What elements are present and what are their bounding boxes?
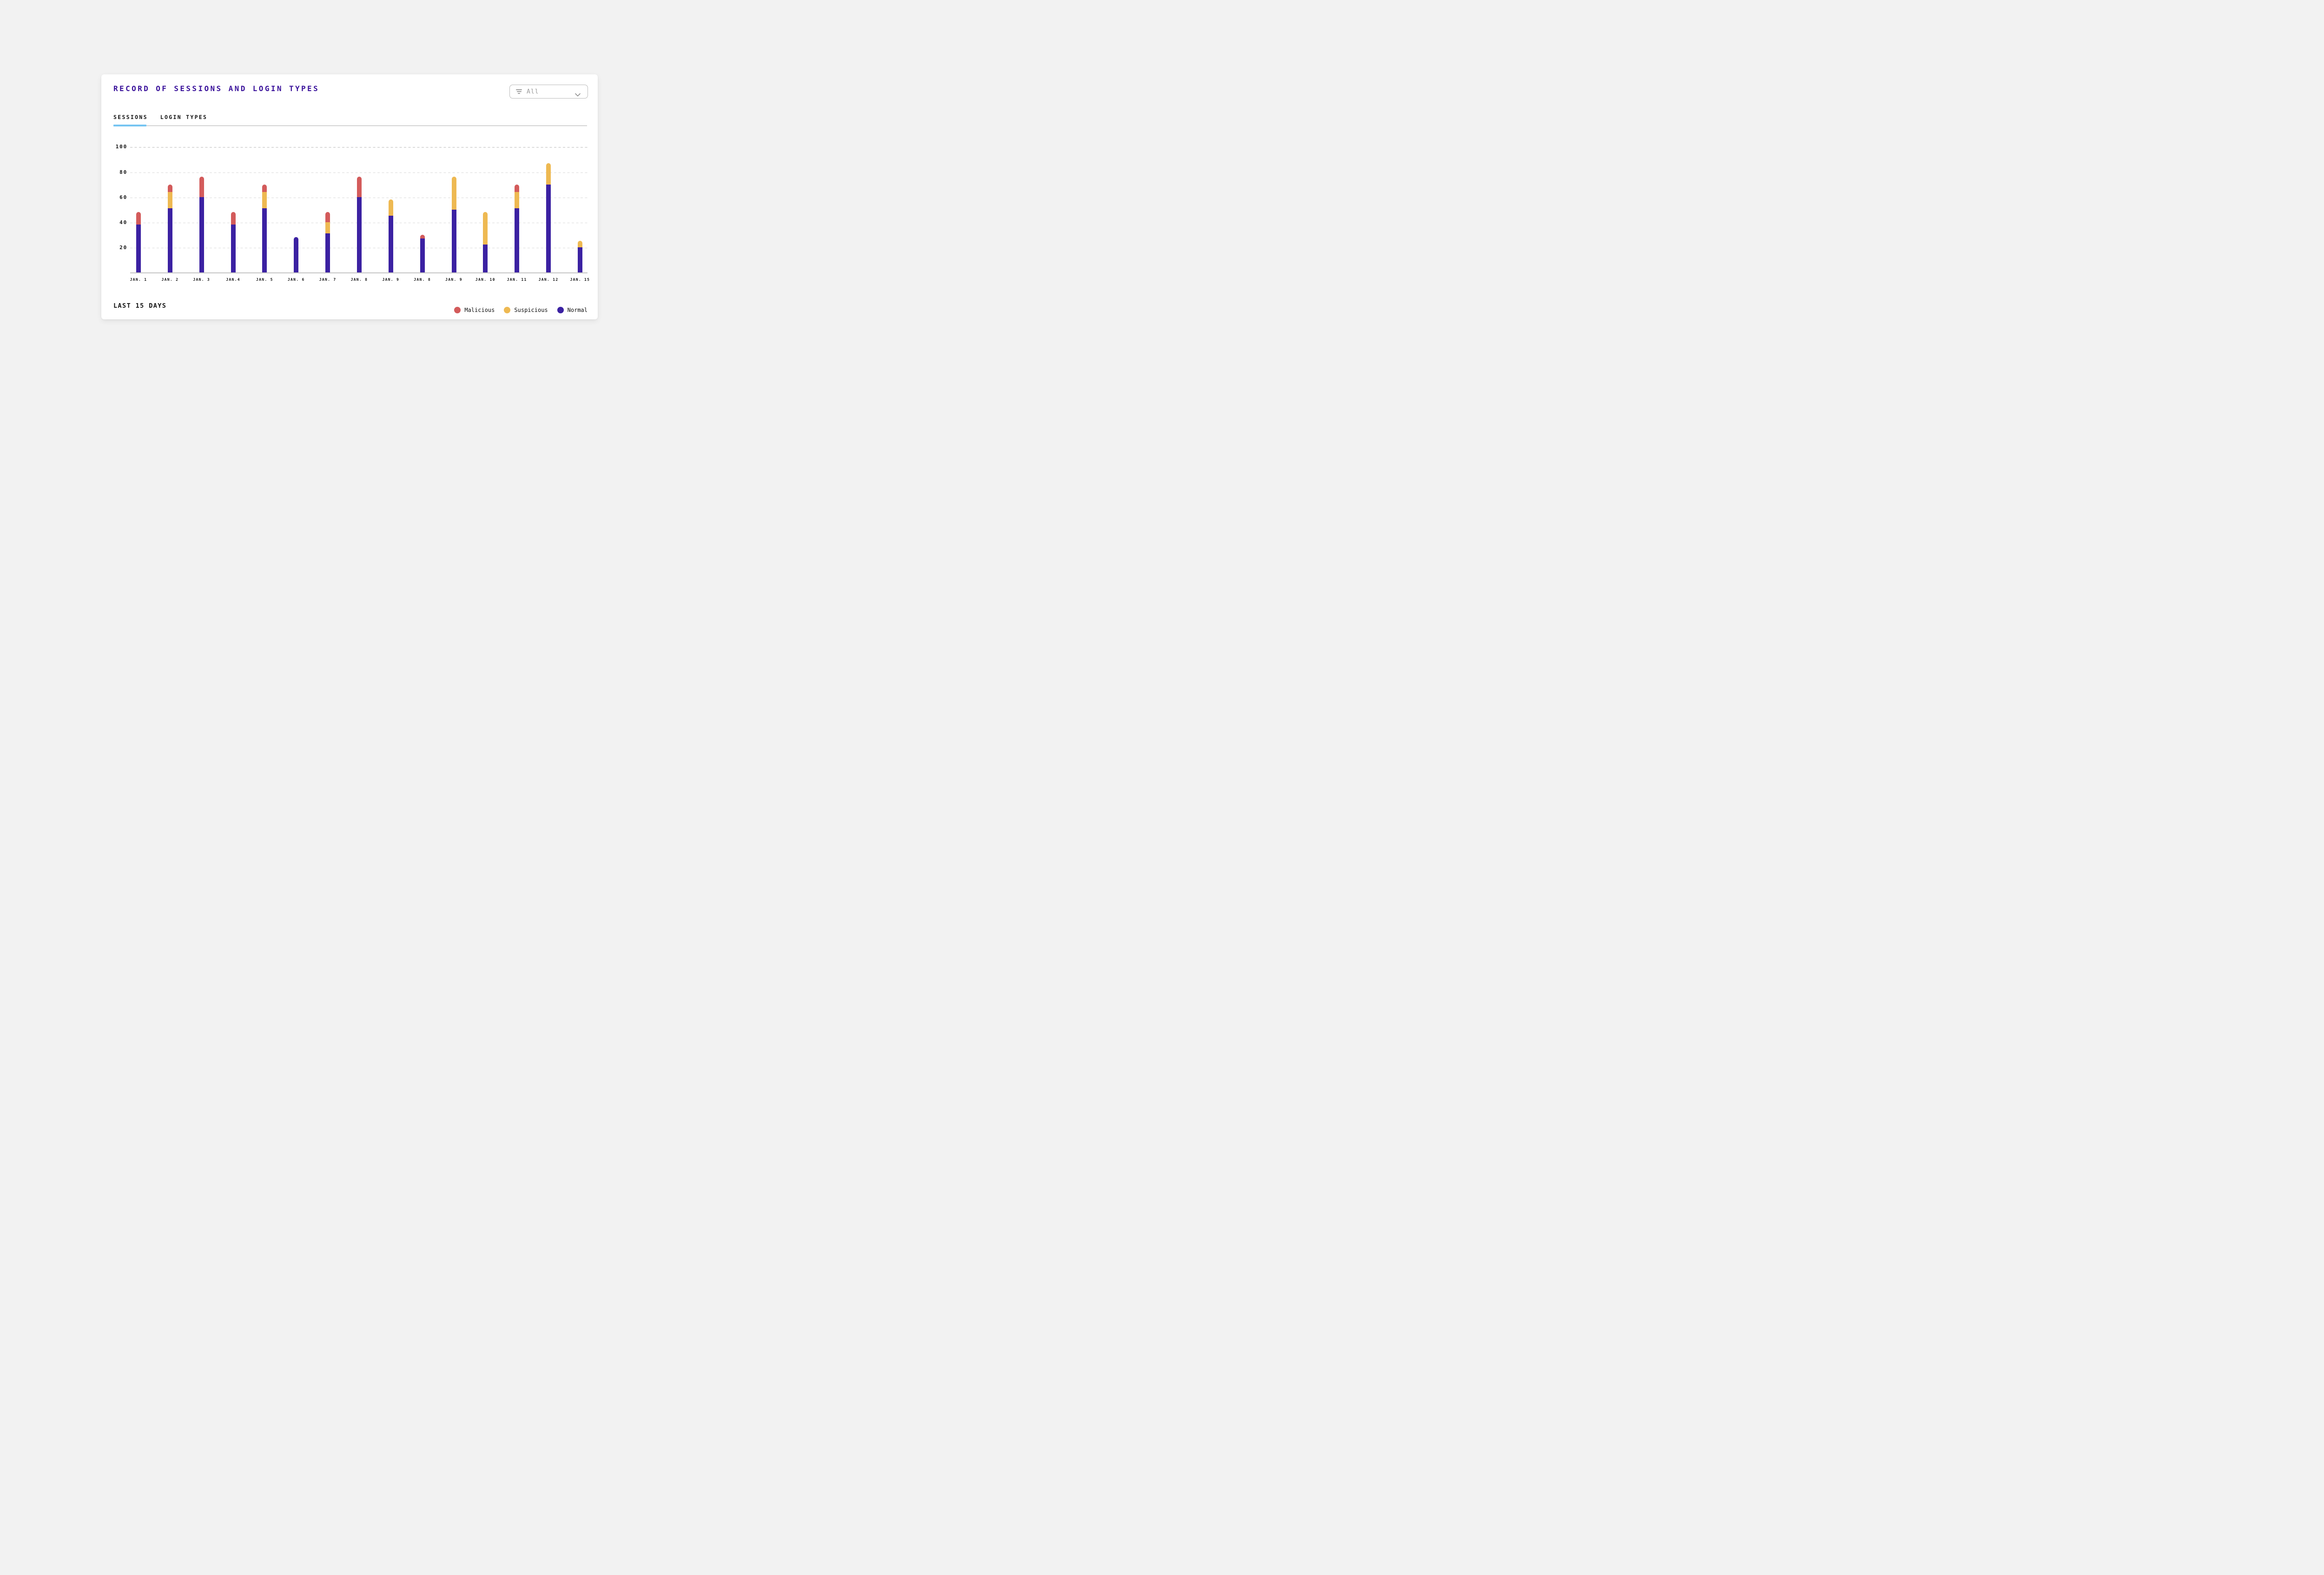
bar-segment-normal — [420, 238, 425, 272]
bar-segment-normal — [515, 208, 520, 272]
bar-6 — [294, 237, 299, 272]
x-axis-line — [130, 272, 588, 273]
bar-segment-suspicious — [388, 199, 393, 216]
x-axis-category-label: JAN. 3 — [193, 278, 211, 282]
bar-9 — [388, 199, 393, 272]
bar-11 — [451, 177, 456, 272]
bar-10 — [420, 234, 425, 272]
bar-segment-suspicious — [515, 192, 520, 208]
legend-label: Normal — [567, 307, 588, 313]
x-axis-category-label: JAN. 8 — [350, 278, 368, 282]
bar-segment-malicious — [420, 234, 425, 238]
bar-segment-normal — [451, 209, 456, 272]
x-axis-category-label: JAN. 8 — [414, 278, 431, 282]
bar-segment-suspicious — [577, 241, 582, 247]
tab-login-types[interactable]: LOGIN TYPES — [160, 114, 208, 120]
bar-segment-suspicious — [546, 163, 551, 185]
bar-15 — [577, 241, 582, 272]
chart-legend: Malicious Suspicious Normal — [454, 307, 588, 313]
gridline-y-80 — [130, 172, 588, 173]
bar-segment-suspicious — [325, 222, 330, 234]
bar-segment-suspicious — [451, 177, 456, 210]
filter-dropdown-value: All — [527, 88, 539, 95]
x-axis-category-label: JAN. 6 — [287, 278, 305, 282]
sessions-card: RECORD OF SESSIONS AND LOGIN TYPES All S… — [101, 74, 598, 319]
filter-dropdown[interactable]: All — [509, 85, 588, 99]
x-axis-category-label: JAN. 2 — [161, 278, 179, 282]
filter-icon — [516, 89, 522, 94]
legend-dot-malicious — [454, 307, 461, 313]
tab-bar: SESSIONS LOGIN TYPES — [113, 114, 207, 120]
x-axis-category-label: JAN. 5 — [256, 278, 273, 282]
bar-segment-normal — [546, 184, 551, 272]
bar-segment-suspicious — [262, 192, 267, 208]
bar-segment-malicious — [357, 177, 362, 197]
x-axis-category-label: JAN. 1 — [130, 278, 147, 282]
bar-segment-normal — [388, 216, 393, 272]
x-axis-category-label: JAN. 9 — [382, 278, 400, 282]
bar-7 — [325, 212, 330, 272]
bar-segment-malicious — [136, 212, 141, 225]
active-tab-underline — [113, 125, 146, 126]
y-axis-tick-label: 60 — [119, 194, 127, 200]
x-axis-category-label: JAN. 15 — [570, 278, 590, 282]
legend-dot-suspicious — [504, 307, 511, 313]
bar-segment-normal — [167, 208, 172, 272]
chevron-down-icon — [575, 90, 581, 99]
legend-item-normal: Normal — [557, 307, 588, 313]
bar-segment-malicious — [262, 184, 267, 192]
page-title: RECORD OF SESSIONS AND LOGIN TYPES — [113, 84, 320, 93]
bar-segment-suspicious — [483, 212, 488, 245]
bar-segment-suspicious — [167, 192, 172, 208]
y-axis-tick-label: 80 — [119, 169, 127, 175]
bar-14 — [546, 163, 551, 272]
bar-segment-normal — [357, 197, 362, 272]
x-axis-category-label: JAN. 7 — [319, 278, 337, 282]
bar-segment-normal — [262, 208, 267, 272]
x-axis-category-label: JAN. 9 — [445, 278, 462, 282]
tab-sessions[interactable]: SESSIONS — [113, 114, 148, 120]
bar-13 — [515, 184, 520, 272]
legend-label: Malicious — [464, 307, 495, 313]
bar-segment-malicious — [325, 212, 330, 222]
bar-2 — [167, 184, 172, 272]
legend-item-suspicious: Suspicious — [504, 307, 548, 313]
bar-segment-malicious — [231, 212, 236, 225]
bar-segment-normal — [294, 237, 299, 272]
y-axis-tick-label: 20 — [119, 244, 127, 251]
bar-segment-normal — [325, 233, 330, 272]
bar-1 — [136, 212, 141, 272]
x-axis-category-label: JAN.4 — [226, 278, 240, 282]
legend-dot-normal — [557, 307, 564, 313]
bar-segment-normal — [136, 225, 141, 272]
bar-segment-malicious — [515, 184, 520, 192]
bar-8 — [357, 177, 362, 272]
legend-item-malicious: Malicious — [454, 307, 495, 313]
bar-segment-normal — [199, 197, 204, 272]
x-axis-category-label: JAN. 12 — [538, 278, 559, 282]
bar-12 — [483, 212, 488, 272]
bar-4 — [231, 212, 236, 272]
legend-label: Suspicious — [514, 307, 548, 313]
bar-3 — [199, 177, 204, 272]
sessions-bar-chart: 20 40 60 80 100 JAN. 1 JAN. 2 JAN. 3 JAN.4 JAN. 5… — [101, 74, 598, 319]
bar-segment-malicious — [167, 184, 172, 192]
y-axis-tick-label: 100 — [115, 144, 127, 150]
date-range-label: LAST 15 DAYS — [113, 302, 167, 310]
x-axis-category-label: JAN. 11 — [507, 278, 527, 282]
x-axis-category-label: JAN. 10 — [475, 278, 495, 282]
bar-5 — [262, 184, 267, 272]
bar-segment-normal — [483, 245, 488, 272]
bar-segment-normal — [231, 225, 236, 272]
bar-segment-malicious — [199, 177, 204, 197]
y-axis-tick-label: 40 — [119, 219, 127, 225]
bar-segment-normal — [577, 247, 582, 272]
